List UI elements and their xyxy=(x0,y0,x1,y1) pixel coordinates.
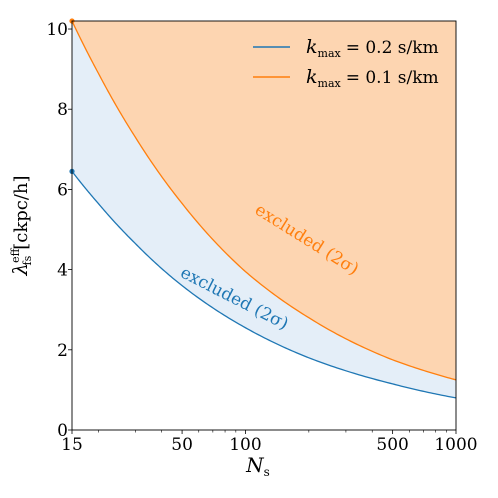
axis-ticks: 15 50 100 500 1000 0 2 4 6 8 10 xyxy=(46,20,477,455)
excluded-region-kmax-0.1 xyxy=(72,21,456,380)
excluded-region-kmax-0.2 xyxy=(72,21,456,398)
x-tick-label: 15 xyxy=(61,435,83,455)
y-tick-label: 2 xyxy=(57,341,68,361)
fill-regions xyxy=(72,21,456,398)
plot-frame-border xyxy=(71,20,457,431)
x-tick-label: 50 xyxy=(171,435,193,455)
x-axis-label: Ns xyxy=(245,453,270,479)
series-line-kmax-0.2 xyxy=(71,170,457,399)
series-line-kmax-0.1 xyxy=(71,20,457,381)
axis-labels: Ns λefffs[ckpc/h] xyxy=(8,175,270,479)
x-tick-label: 500 xyxy=(376,435,408,455)
y-tick-label: 0 xyxy=(57,421,68,441)
y-tick-label: 6 xyxy=(57,180,68,200)
legend-entry-kmax-0.2-label: kmax = 0.2 s/km xyxy=(306,36,439,60)
legend-entry-kmax-0.1-label: kmax = 0.1 s/km xyxy=(306,66,439,90)
plot-frame xyxy=(71,20,457,431)
y-axis-label: λefffs[ckpc/h] xyxy=(8,175,34,276)
y-tick-label: 4 xyxy=(57,261,68,281)
legend: kmax = 0.2 s/km kmax = 0.1 s/km xyxy=(253,36,439,90)
y-tick-label: 10 xyxy=(46,20,68,40)
x-tick-label: 100 xyxy=(229,435,261,455)
x-tick-label: 1000 xyxy=(434,435,477,455)
y-tick-label: 8 xyxy=(57,100,68,120)
